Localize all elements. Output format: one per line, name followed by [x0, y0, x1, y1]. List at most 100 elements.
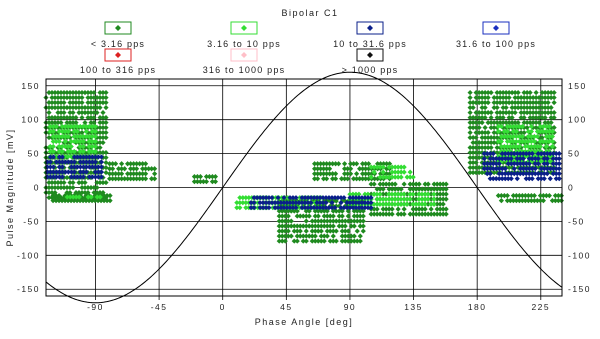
data-point [125, 171, 131, 177]
data-point [94, 109, 100, 116]
data-point [308, 195, 314, 201]
data-point [86, 154, 93, 160]
data-point [401, 201, 407, 207]
data-point [296, 200, 302, 206]
data-point [354, 218, 360, 224]
data-point [368, 181, 374, 187]
data-point [294, 228, 300, 234]
data-point [476, 149, 482, 156]
data-point [336, 218, 342, 224]
data-point [282, 218, 288, 224]
y-tick-label-left: 100 [21, 115, 40, 125]
data-point [479, 99, 485, 106]
data-point [327, 161, 333, 167]
data-point [555, 193, 561, 199]
data-point [490, 155, 496, 162]
data-point [47, 154, 54, 160]
data-point [64, 104, 70, 111]
data-point [89, 133, 95, 140]
data-point [79, 129, 85, 136]
data-point [64, 194, 70, 200]
data-point [380, 196, 386, 202]
data-point [324, 176, 330, 182]
data-point [299, 205, 305, 211]
data-point [485, 119, 491, 126]
data-point [83, 198, 89, 204]
data-point [321, 233, 327, 239]
data-point [282, 223, 288, 229]
data-point [467, 134, 473, 141]
data-point [519, 193, 525, 199]
data-point [525, 128, 531, 135]
data-point [503, 119, 509, 126]
data-point [333, 208, 339, 214]
data-point [77, 154, 84, 160]
data-point [536, 114, 542, 121]
data-point [49, 179, 55, 186]
x-tick-label: 135 [404, 302, 423, 312]
data-point [350, 205, 356, 211]
data-point [67, 104, 73, 111]
data-point [76, 189, 82, 196]
data-point [419, 191, 425, 197]
data-point [98, 169, 105, 175]
data-point [357, 213, 363, 219]
data-point [62, 198, 68, 204]
data-point [149, 166, 155, 172]
data-point [71, 138, 77, 145]
data-point [479, 139, 485, 146]
data-point [538, 170, 544, 177]
data-point [330, 218, 336, 224]
data-point [326, 195, 332, 201]
data-point [431, 211, 437, 217]
data-point [476, 119, 482, 126]
data-point [336, 161, 342, 167]
data-point [61, 94, 67, 101]
data-point [290, 195, 296, 201]
data-point [524, 94, 530, 101]
data-point [287, 195, 293, 201]
data-point [481, 160, 487, 167]
data-point [318, 228, 324, 234]
data-point [77, 143, 83, 150]
data-point [55, 109, 61, 116]
data-point [533, 124, 539, 131]
data-point [103, 99, 109, 106]
data-point [357, 218, 363, 224]
data-point [539, 94, 545, 101]
data-point [67, 94, 73, 101]
data-point [541, 165, 547, 172]
data-point [97, 189, 103, 196]
data-point [519, 133, 525, 140]
data-point [496, 175, 502, 182]
data-point [521, 124, 527, 131]
data-point [46, 99, 52, 106]
data-point [386, 211, 392, 217]
data-point [336, 223, 342, 229]
data-point [91, 184, 97, 191]
data-point [327, 218, 333, 224]
y-tick-label-left: 150 [21, 81, 40, 91]
data-point [532, 155, 538, 162]
data-point [97, 194, 103, 200]
data-point [407, 186, 413, 192]
data-point [496, 165, 502, 172]
data-point [384, 171, 390, 177]
data-point [76, 104, 82, 111]
data-point [80, 123, 86, 130]
data-point [197, 174, 204, 180]
data-point [97, 99, 103, 106]
data-point [345, 233, 351, 239]
data-point [434, 181, 440, 187]
data-point [357, 176, 363, 182]
data-point [52, 104, 58, 111]
data-point [354, 238, 360, 244]
data-point [481, 165, 487, 172]
data-point [419, 211, 425, 217]
data-point [287, 200, 293, 206]
data-point [532, 160, 538, 167]
data-point [410, 206, 416, 212]
data-point [56, 193, 62, 199]
data-point [299, 200, 305, 206]
data-point [260, 195, 266, 201]
